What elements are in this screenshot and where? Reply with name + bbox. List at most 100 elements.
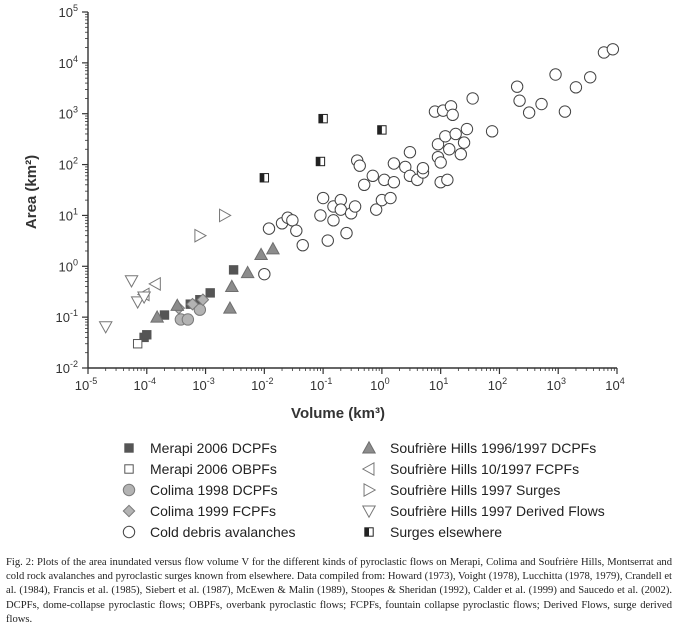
x-tick-label: 103 xyxy=(546,376,565,393)
data-point xyxy=(369,203,383,216)
legend-marker xyxy=(364,527,374,537)
figure-caption: Fig. 2: Plots of the area inundated vers… xyxy=(6,557,672,625)
legend-item: Colima 1999 FCPFs xyxy=(118,503,276,519)
legend-marker-shape xyxy=(124,443,134,453)
legend-item: Soufrière Hills 10/1997 FCPFs xyxy=(358,461,579,477)
x-tick-label: 10-2 xyxy=(251,376,273,393)
x-tick-label: 104 xyxy=(605,376,624,393)
x-tick-label: 102 xyxy=(488,376,507,393)
x-tick-label: 10-5 xyxy=(75,376,97,393)
legend-label: Cold debris avalanches xyxy=(150,524,296,540)
legend-marker-shape xyxy=(122,525,136,539)
legend-marker-shape xyxy=(122,483,136,497)
data-point xyxy=(446,108,459,122)
data-point xyxy=(434,156,447,169)
data-point xyxy=(321,234,334,247)
legend-label: Merapi 2006 OBPFs xyxy=(150,461,277,477)
data-point xyxy=(366,169,379,183)
legend-label: Soufrière Hills 10/1997 FCPFs xyxy=(390,461,580,477)
legend-marker xyxy=(122,483,136,497)
data-point xyxy=(130,296,145,310)
data-point xyxy=(296,238,309,252)
data-point xyxy=(240,265,255,279)
data-point xyxy=(170,298,185,311)
legend-marker xyxy=(122,525,136,539)
legend-marker-shape xyxy=(361,505,377,519)
legend-item: Soufrière Hills 1996/1997 DCPFs xyxy=(358,440,596,456)
data-point xyxy=(606,43,620,56)
data-points-group xyxy=(98,43,620,349)
data-point xyxy=(416,161,430,175)
data-point xyxy=(205,288,215,298)
legend-marker xyxy=(361,440,377,454)
data-point xyxy=(194,228,208,243)
data-point xyxy=(353,159,366,172)
legend-label: Soufrière Hills 1997 Surges xyxy=(390,482,561,498)
data-point xyxy=(485,125,499,138)
data-point xyxy=(431,138,445,151)
legend-marker-shape xyxy=(363,482,377,498)
data-point xyxy=(228,265,239,275)
data-point xyxy=(315,156,326,167)
data-point xyxy=(460,122,474,136)
data-point xyxy=(449,127,462,141)
data-point xyxy=(290,224,303,237)
data-point xyxy=(535,97,548,111)
y-tick-label: 102 xyxy=(59,156,78,173)
data-point xyxy=(403,146,417,159)
data-point xyxy=(334,203,348,216)
data-point xyxy=(316,191,330,205)
data-point xyxy=(340,226,353,240)
data-point xyxy=(193,303,207,316)
y-tick-label: 100 xyxy=(59,257,78,274)
data-point xyxy=(384,191,397,205)
data-point xyxy=(181,313,195,326)
x-tick-label: 10-3 xyxy=(192,376,214,393)
legend-marker xyxy=(122,504,136,518)
legend-label: Soufrière Hills 1996/1997 DCPFs xyxy=(390,440,597,456)
x-axis-label: Volume (km³) xyxy=(291,405,385,422)
legend-marker-shape xyxy=(124,464,134,474)
data-point xyxy=(314,209,327,222)
data-point xyxy=(222,300,237,314)
legend-item: Cold debris avalanches xyxy=(118,524,296,540)
legend-item: Colima 1998 DCPFs xyxy=(118,482,278,498)
data-point xyxy=(387,176,401,189)
data-point xyxy=(513,94,526,107)
legend-item: Surges elsewhere xyxy=(358,524,502,540)
data-point xyxy=(558,105,572,118)
legend-marker-shape xyxy=(364,527,374,537)
data-point xyxy=(454,147,467,161)
legend-label: Merapi 2006 DCPFs xyxy=(150,440,277,456)
data-point xyxy=(318,113,328,124)
data-point xyxy=(186,297,199,311)
data-point xyxy=(584,71,597,84)
legend-label: Colima 1998 DCPFs xyxy=(150,482,278,498)
y-tick-label: 101 xyxy=(59,206,78,223)
legend-item: Soufrière Hills 1997 Derived Flows xyxy=(358,503,605,519)
legend-marker xyxy=(361,461,375,477)
x-tick-label: 101 xyxy=(429,376,448,393)
data-point xyxy=(142,330,152,340)
axes-group: 10-5 10-4 10-3 10-2 10-1 100 101 102 103 104 10-2 1… xyxy=(56,3,625,393)
data-point xyxy=(137,291,152,305)
data-point xyxy=(510,80,524,93)
data-point xyxy=(348,200,362,213)
data-point xyxy=(259,173,270,183)
data-point xyxy=(262,222,276,235)
x-tick-label: 10-4 xyxy=(134,376,156,393)
data-point xyxy=(98,321,113,334)
data-point xyxy=(265,241,280,255)
y-axis-label: Area (km²) xyxy=(23,155,40,229)
data-point xyxy=(224,279,239,292)
data-point xyxy=(327,214,340,227)
legend-marker-shape xyxy=(122,504,136,518)
data-point xyxy=(286,214,299,227)
data-point xyxy=(549,68,562,81)
data-point xyxy=(377,125,387,135)
legend-label: Soufrière Hills 1997 Derived Flows xyxy=(390,503,605,519)
legend-marker xyxy=(361,505,377,519)
data-point xyxy=(443,143,456,156)
data-point xyxy=(441,173,454,187)
data-point xyxy=(132,339,143,349)
